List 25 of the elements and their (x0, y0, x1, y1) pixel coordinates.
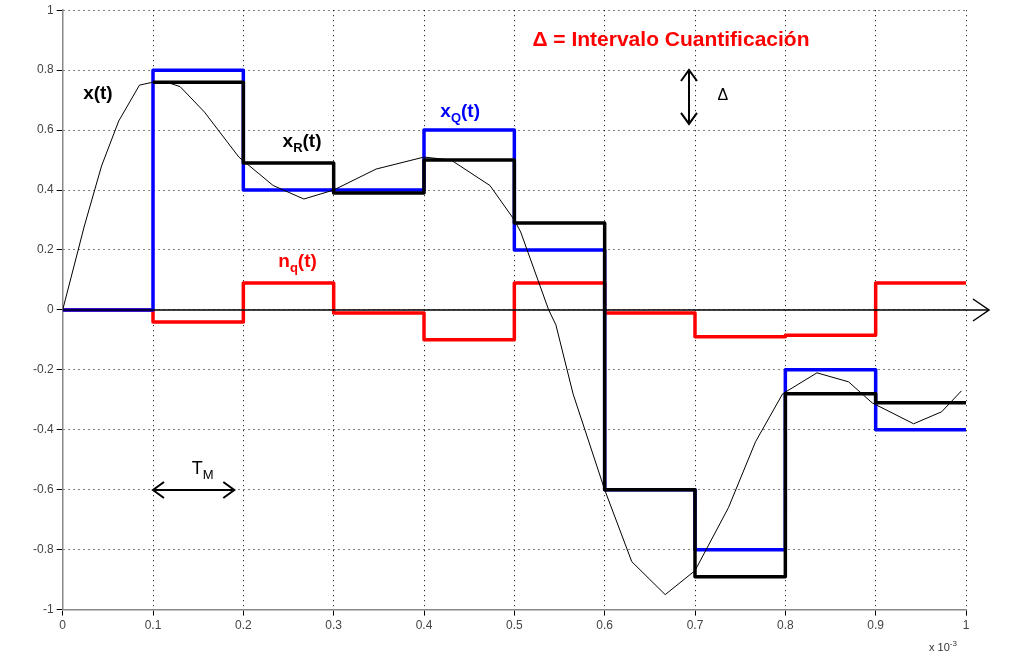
y-tick-label: 0 (46, 302, 54, 317)
y-tick-label: -0.8 (32, 541, 54, 556)
y-tick-label: -0.4 (32, 422, 54, 437)
y-tick-label: -1 (43, 601, 54, 616)
x-tick-label: 0.1 (144, 618, 162, 633)
x-tick-label: 0.8 (776, 618, 794, 633)
x-tick-label: 0.9 (867, 618, 885, 633)
y-tick-label: -0.6 (32, 482, 54, 497)
series-label: x(t) (83, 82, 113, 104)
x-tick-label: 0.6 (596, 618, 614, 633)
y-tick-label: 1 (46, 2, 54, 17)
y-tick-label: 0.4 (36, 182, 54, 197)
x-tick-label: 0.7 (686, 618, 704, 633)
annotation: Δ (717, 85, 729, 103)
x-tick-label: 0 (59, 618, 67, 633)
y-tick-label: 0.8 (36, 62, 54, 77)
x-tick-label: 0.4 (415, 618, 433, 633)
y-tick-label: 0.6 (36, 122, 54, 137)
x-tick-label: 0.2 (235, 618, 253, 633)
y-tick-label: -0.2 (32, 362, 54, 377)
annotation: Δ = Intervalo Cuantificación (532, 26, 810, 50)
y-tick-label: 0.2 (36, 242, 54, 257)
x-tick-label: 0.5 (506, 618, 523, 633)
x-tick-label: 0.3 (325, 618, 343, 633)
x-tick-label: 1 (962, 618, 970, 633)
